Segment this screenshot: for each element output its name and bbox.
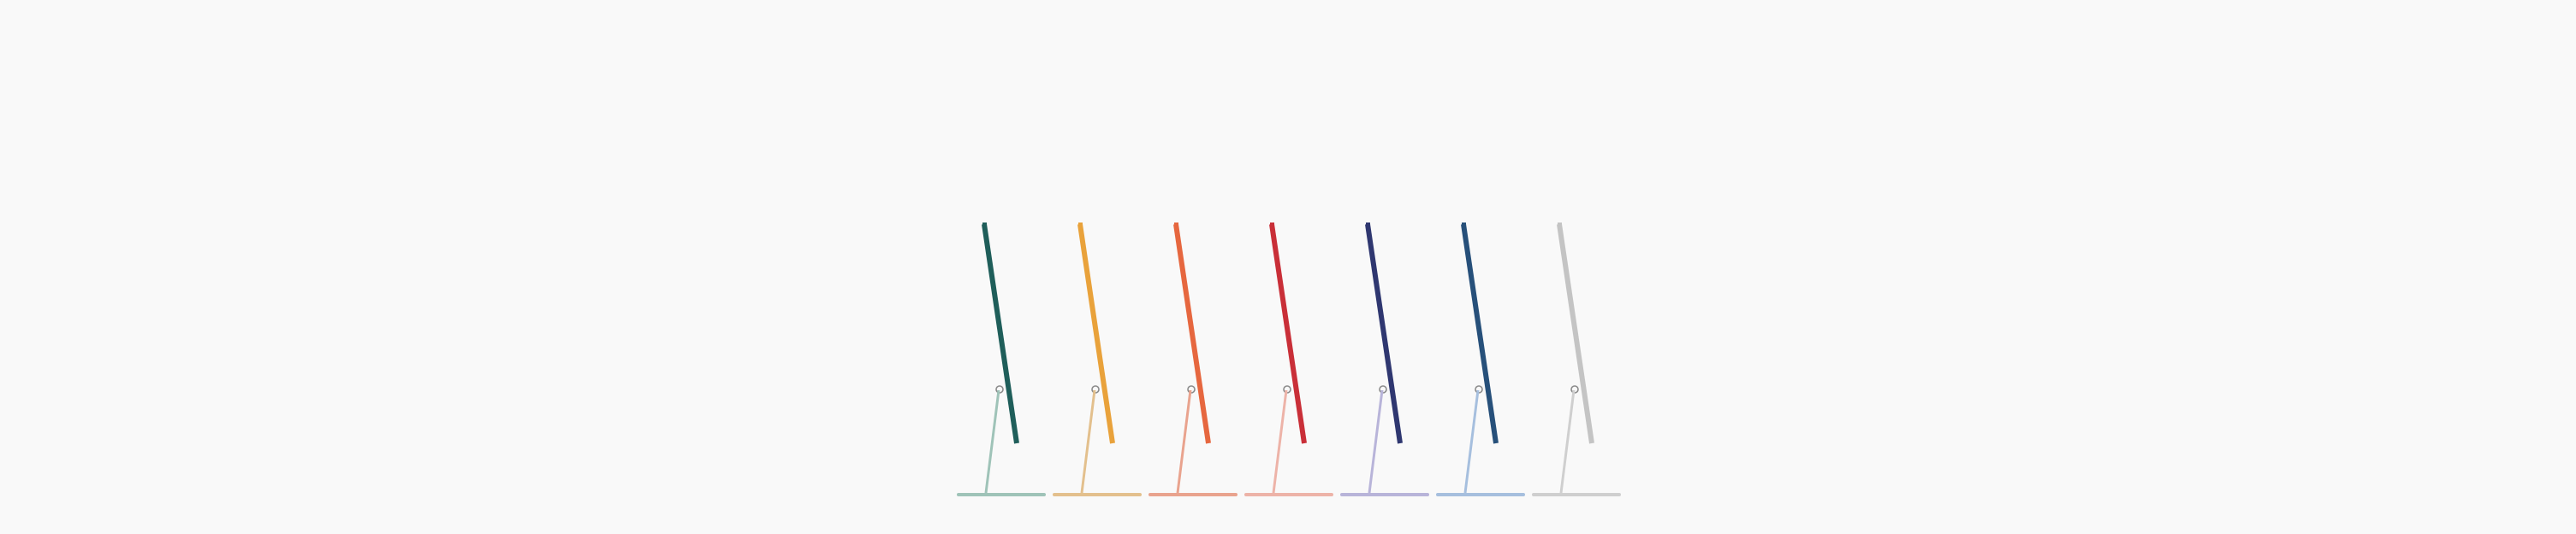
stand-arm	[1176, 389, 1192, 494]
display-panel	[1557, 223, 1594, 444]
imac-purple	[1340, 222, 1429, 496]
display-panel	[1173, 223, 1211, 444]
imac-green	[957, 222, 1046, 496]
display-panel	[982, 223, 1019, 444]
display-panel	[1365, 223, 1403, 444]
display-panel	[1077, 223, 1115, 444]
stand-arm	[1368, 389, 1384, 494]
imac-silver	[1532, 222, 1621, 496]
stand-arm	[1080, 389, 1096, 494]
stand-arm	[1463, 389, 1480, 494]
stand-arm	[1559, 389, 1576, 494]
imac-pink	[1244, 222, 1333, 496]
display-panel	[1461, 223, 1499, 444]
imac-yellow	[1053, 222, 1142, 496]
stand-arm	[1272, 389, 1288, 494]
display-panel	[1269, 223, 1307, 444]
stand-arm	[984, 389, 1000, 494]
imac-orange	[1149, 222, 1238, 496]
imac-blue	[1436, 222, 1525, 496]
